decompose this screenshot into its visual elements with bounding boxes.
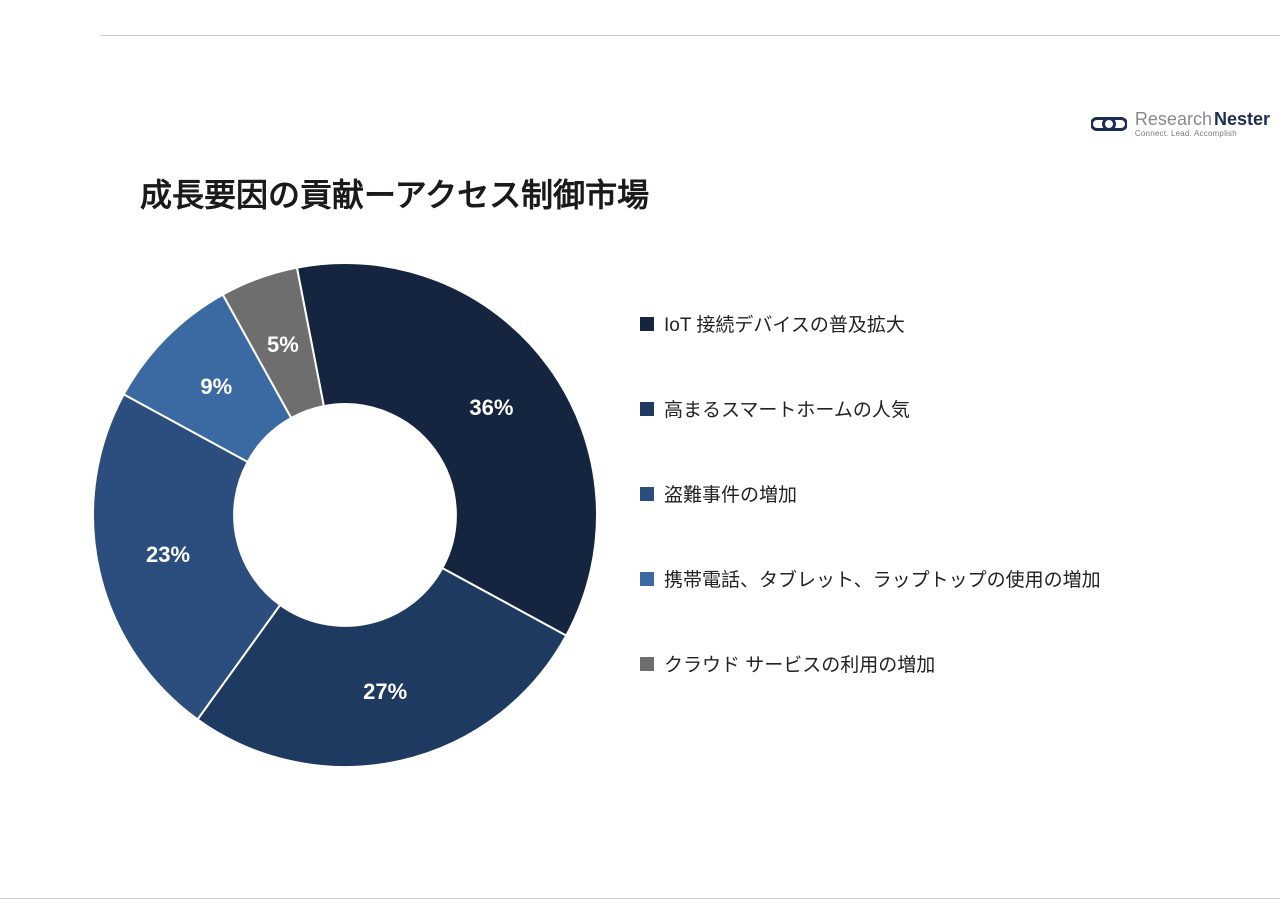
legend-item: 高まるスマートホームの人気 — [640, 395, 1101, 422]
legend-label: 携帯電話、タブレット、ラップトップの使用の増加 — [664, 565, 1101, 592]
donut-chart: 36%27%23%9%5% — [90, 260, 600, 770]
legend-swatch — [640, 317, 654, 331]
legend-label: IoT 接続デバイスの普及拡大 — [664, 310, 905, 337]
donut-svg — [90, 260, 600, 770]
brand-name-2: Nester — [1214, 109, 1270, 129]
legend-swatch — [640, 572, 654, 586]
brand-tagline: Connect. Lead. Accomplish — [1135, 130, 1270, 138]
legend-item: IoT 接続デバイスの普及拡大 — [640, 310, 1101, 337]
bottom-divider — [0, 898, 1280, 899]
legend-item: 携帯電話、タブレット、ラップトップの使用の増加 — [640, 565, 1101, 592]
legend-item: クラウド サービスの利用の増加 — [640, 650, 1101, 677]
chain-link-icon — [1091, 113, 1127, 135]
legend-swatch — [640, 657, 654, 671]
legend-item: 盗難事件の増加 — [640, 480, 1101, 507]
chart-legend: IoT 接続デバイスの普及拡大高まるスマートホームの人気盗難事件の増加携帯電話、… — [640, 310, 1101, 677]
legend-label: クラウド サービスの利用の増加 — [664, 650, 935, 677]
page-title: 成長要因の貢献ーアクセス制御市場 — [140, 170, 649, 216]
legend-label: 盗難事件の増加 — [664, 480, 797, 507]
legend-label: 高まるスマートホームの人気 — [664, 395, 910, 422]
legend-swatch — [640, 402, 654, 416]
top-divider — [100, 35, 1280, 36]
brand-name-1: Research — [1135, 109, 1212, 129]
brand-logo: ResearchNester Connect. Lead. Accomplish — [1091, 110, 1270, 138]
legend-swatch — [640, 487, 654, 501]
